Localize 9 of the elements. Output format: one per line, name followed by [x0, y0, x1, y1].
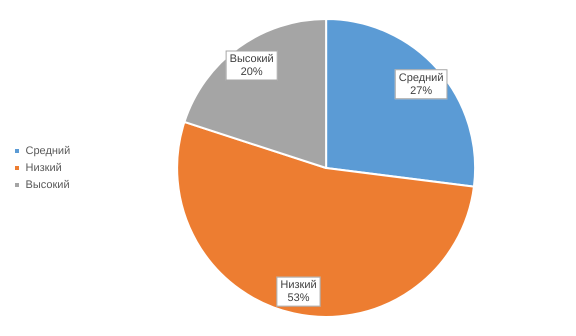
data-label: 53% — [287, 292, 310, 304]
legend-label: Низкий — [26, 162, 62, 174]
slice-label: Средний — [398, 72, 444, 84]
legend-label: Средний — [26, 145, 70, 158]
slice-label: Низкий — [280, 279, 317, 292]
slice-label: Высокий — [230, 53, 274, 66]
data-label: 20% — [240, 66, 263, 78]
legend-label: Высокий — [26, 179, 70, 192]
data-label: 27% — [410, 84, 432, 97]
